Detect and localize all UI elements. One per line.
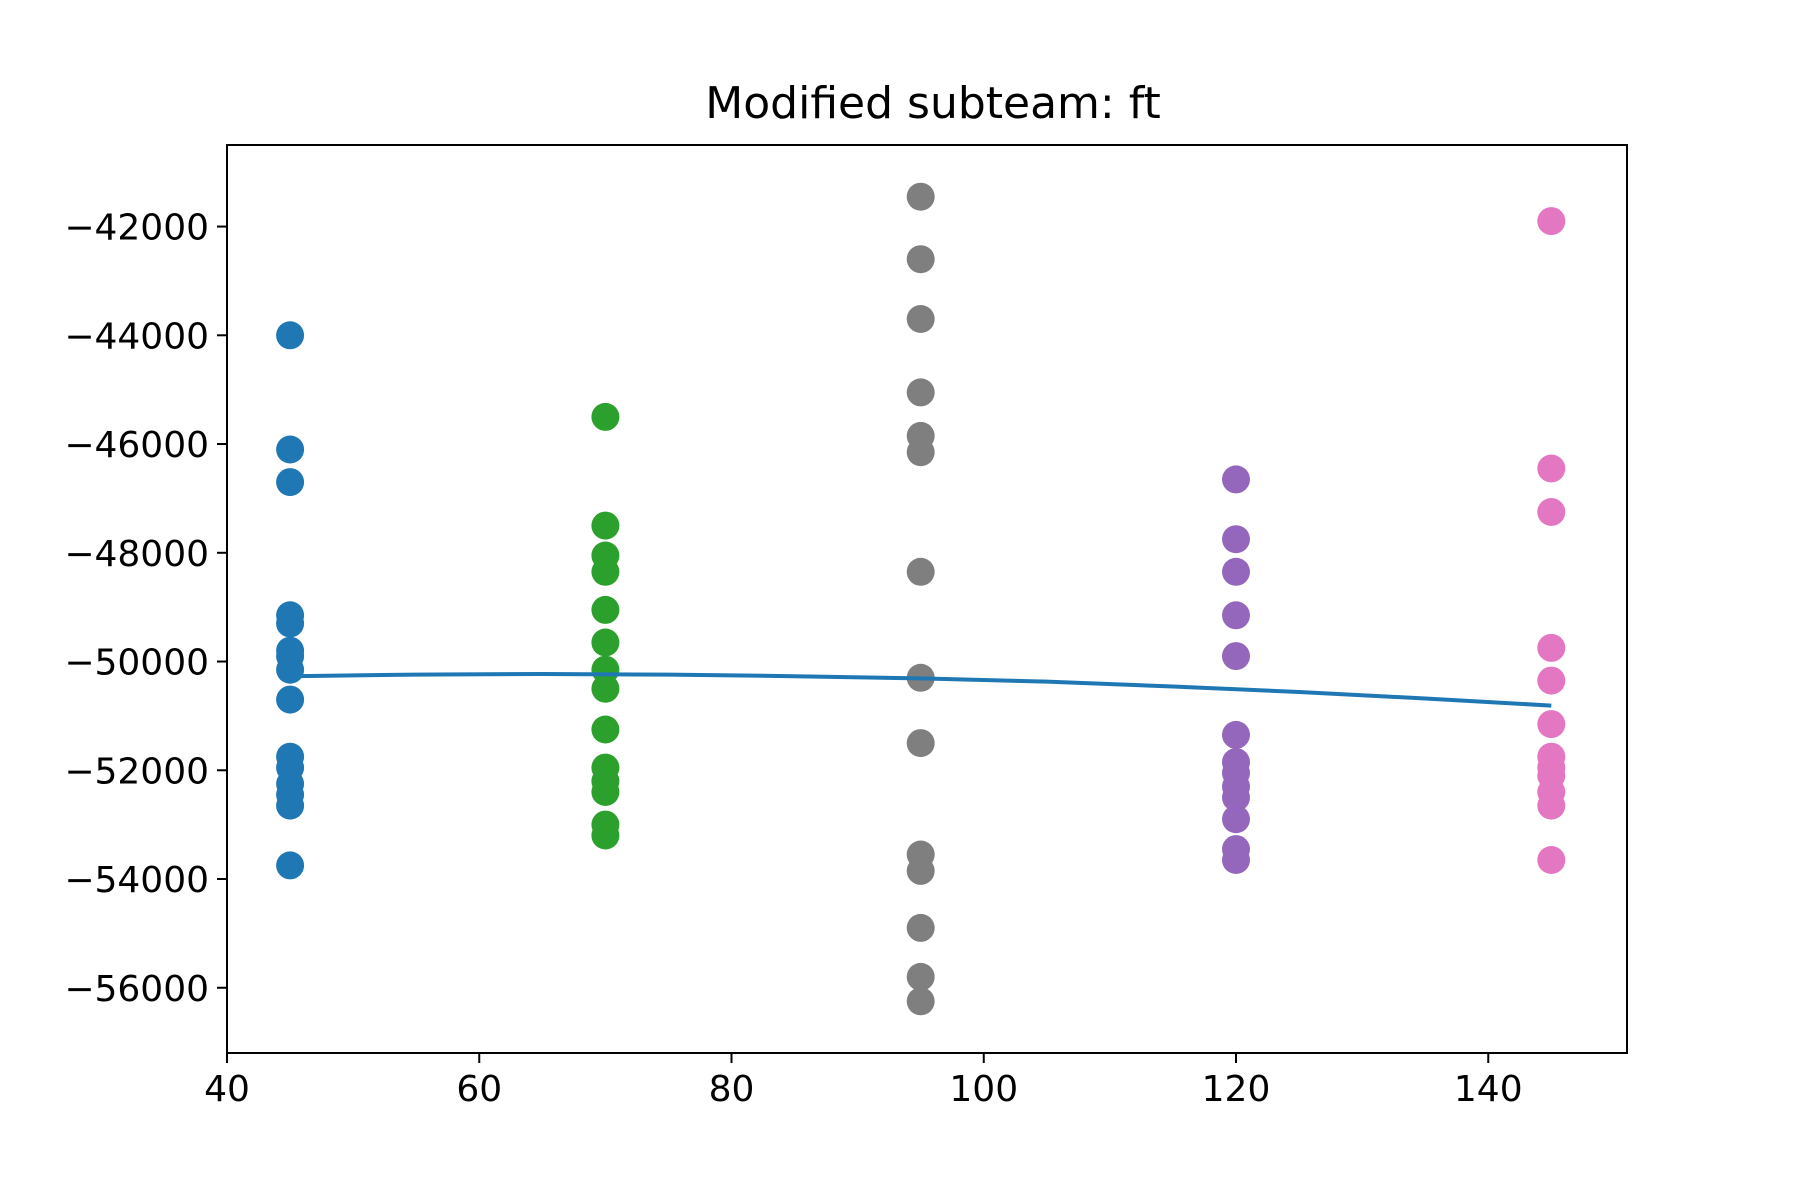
- scatter-point: [906, 378, 935, 407]
- x-tick-label: 60: [456, 1069, 502, 1110]
- scatter-point: [591, 595, 620, 624]
- scatter-point: [276, 321, 305, 350]
- scatter-point: [591, 674, 620, 703]
- scatter-point: [591, 557, 620, 586]
- y-tick-label: −46000: [64, 425, 209, 466]
- scatter-point: [906, 182, 935, 211]
- scatter-point: [276, 435, 305, 464]
- scatter-point: [1222, 642, 1250, 671]
- y-tick-label: −44000: [64, 316, 209, 357]
- scatter-point: [591, 402, 620, 431]
- scatter-point: [906, 913, 935, 942]
- scatter-point: [1222, 525, 1250, 554]
- y-tick-label: −42000: [64, 208, 209, 249]
- scatter-point: [1537, 207, 1566, 236]
- scatter-point: [906, 987, 935, 1016]
- x-tick-label: 100: [949, 1069, 1018, 1110]
- y-tick-label: −54000: [64, 860, 209, 901]
- scatter-point: [1537, 498, 1566, 526]
- scatter-point: [276, 655, 305, 684]
- scatter-point: [1222, 557, 1250, 586]
- scatter-point: [1222, 601, 1250, 630]
- scatter-point: [276, 851, 305, 880]
- scatter-point: [1537, 454, 1566, 483]
- scatter-point: [591, 778, 620, 806]
- scatter-point: [276, 685, 305, 714]
- x-tick-label: 140: [1454, 1069, 1523, 1110]
- x-tick-label: 40: [204, 1069, 250, 1110]
- y-tick-label: −50000: [64, 643, 209, 684]
- y-tick-label: −48000: [64, 534, 209, 575]
- scatter-point: [591, 628, 620, 657]
- scatter-point: [1222, 783, 1250, 812]
- scatter-point: [591, 821, 620, 850]
- scatter-point: [1222, 846, 1250, 874]
- scatter-point: [906, 245, 935, 274]
- scatter-point: [1222, 720, 1250, 749]
- x-axis: 40 60 80 100 120 140: [204, 1053, 1523, 1110]
- scatter-point: [276, 609, 305, 638]
- y-tick-label: −52000: [64, 751, 209, 792]
- y-axis: −56000 −54000 −52000 −50000 −48000 −46000 −440…: [64, 208, 227, 1010]
- scatter-point: [906, 962, 935, 991]
- scatter-point: [1537, 666, 1566, 695]
- plot-frame: [226, 144, 1628, 1054]
- scatter-point: [906, 438, 935, 467]
- scatter-point: [1222, 465, 1250, 494]
- plot-marks: [276, 182, 1566, 1016]
- scatter-point: [276, 791, 305, 820]
- scatter-point: [591, 715, 620, 744]
- fit-line: [290, 671, 1552, 708]
- scatter-point: [591, 511, 620, 540]
- scatter-point: [1537, 633, 1566, 662]
- y-tick-label: −56000: [64, 969, 209, 1010]
- scatter-point: [1222, 805, 1250, 834]
- scatter-point: [1537, 710, 1566, 739]
- scatter-point: [906, 729, 935, 758]
- scatter-point: [1537, 791, 1566, 820]
- scatter-point: [1537, 846, 1566, 874]
- scatter-point: [906, 305, 935, 333]
- chart-title: Modified subteam: ft: [705, 78, 1160, 129]
- x-tick-label: 120: [1202, 1069, 1271, 1110]
- x-tick-label: 80: [709, 1069, 755, 1110]
- scatter-point: [276, 468, 305, 497]
- scatter-point: [906, 557, 935, 586]
- scatter-point: [906, 856, 935, 885]
